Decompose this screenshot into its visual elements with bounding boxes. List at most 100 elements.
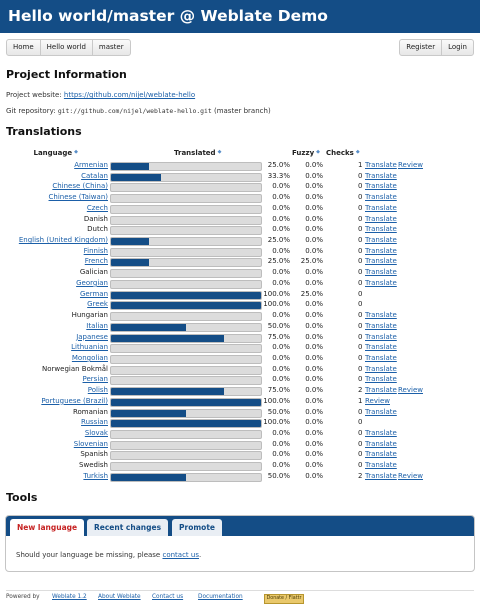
- translate-link[interactable]: Translate: [365, 311, 397, 320]
- language-name[interactable]: Greek: [87, 300, 108, 309]
- donate-badge[interactable]: Donate / Flattr: [264, 594, 304, 604]
- breadcrumb-subproject[interactable]: master: [98, 43, 124, 51]
- translate-link[interactable]: Translate: [365, 257, 397, 266]
- fuzzy-percent: 0.0%: [305, 396, 323, 405]
- language-name[interactable]: French: [84, 257, 108, 266]
- review-link[interactable]: Review: [365, 396, 390, 405]
- translate-link[interactable]: Translate: [365, 386, 397, 395]
- translated-percent: 0.0%: [272, 364, 290, 373]
- language-name[interactable]: Czech: [86, 203, 108, 212]
- translate-link[interactable]: Translate: [365, 343, 397, 352]
- table-row: Japanese 75.0% 0.0% 0 Translate: [0, 332, 480, 343]
- checks-count: 0: [358, 268, 363, 277]
- checks-count: 0: [358, 246, 363, 255]
- progress-fill: [111, 334, 224, 342]
- table-row: Galician 0.0% 0.0% 0 Translate: [0, 267, 480, 279]
- translate-link[interactable]: Translate: [365, 461, 397, 470]
- progress-bar: [110, 301, 262, 311]
- fuzzy-percent: 0.0%: [305, 161, 323, 169]
- translate-link[interactable]: Translate: [365, 203, 397, 212]
- translate-link[interactable]: Translate: [365, 236, 397, 245]
- language-name[interactable]: Catalan: [81, 171, 108, 180]
- language-name[interactable]: Persian: [82, 375, 108, 384]
- translate-link[interactable]: Translate: [365, 161, 397, 169]
- tab-panel-new-language: Should your language be missing, please …: [16, 551, 201, 559]
- about-weblate-link[interactable]: About Weblate: [98, 594, 141, 600]
- fuzzy-percent: 0.0%: [305, 236, 323, 245]
- review-link[interactable]: Review: [398, 161, 423, 169]
- tab-promote[interactable]: Promote: [172, 519, 222, 536]
- login-button[interactable]: Login: [448, 43, 467, 51]
- fuzzy-percent: 0.0%: [305, 364, 323, 373]
- review-link[interactable]: Review: [398, 386, 423, 395]
- sort-icon: ◆: [217, 149, 222, 155]
- weblate-version-link[interactable]: Weblate 1.2: [52, 594, 87, 600]
- checks-count: 0: [358, 278, 363, 287]
- column-language[interactable]: Language ◆: [33, 149, 78, 157]
- language-name[interactable]: Turkish: [83, 471, 108, 480]
- fuzzy-percent: 0.0%: [305, 439, 323, 448]
- checks-count: 0: [358, 353, 363, 362]
- register-button[interactable]: Register: [400, 40, 443, 55]
- column-fuzzy[interactable]: Fuzzy ◆: [292, 149, 320, 157]
- progress-bar: [110, 419, 262, 429]
- translate-link[interactable]: Translate: [365, 171, 397, 180]
- translate-link[interactable]: Translate: [365, 375, 397, 384]
- tab-recent-changes[interactable]: Recent changes: [87, 519, 169, 536]
- column-checks[interactable]: Checks ◆: [326, 149, 360, 157]
- tab-new-language[interactable]: New language: [10, 519, 85, 536]
- column-translated[interactable]: Translated ◆: [174, 149, 221, 157]
- project-website-link[interactable]: https://github.com/nijel/weblate-hello: [63, 91, 196, 99]
- language-name[interactable]: Italian: [86, 321, 108, 330]
- documentation-link[interactable]: Documentation: [198, 594, 243, 600]
- language-name[interactable]: Japanese: [76, 332, 108, 341]
- progress-fill: [111, 323, 186, 331]
- translate-link[interactable]: Translate: [365, 246, 397, 255]
- language-name[interactable]: Russian: [81, 418, 108, 427]
- language-name[interactable]: Chinese (China): [52, 182, 108, 191]
- translate-link[interactable]: Translate: [365, 353, 397, 362]
- translate-link[interactable]: Translate: [365, 268, 397, 277]
- translate-link[interactable]: Translate: [365, 321, 397, 330]
- progress-bar: [110, 322, 262, 332]
- breadcrumb-project[interactable]: Hello world: [41, 40, 93, 55]
- translate-link[interactable]: Translate: [365, 407, 397, 416]
- fuzzy-percent: 0.0%: [305, 311, 323, 320]
- translate-link[interactable]: Translate: [365, 471, 397, 480]
- language-name[interactable]: Georgian: [76, 278, 108, 287]
- translate-link[interactable]: Translate: [365, 193, 397, 202]
- translate-link[interactable]: Translate: [365, 214, 397, 223]
- progress-fill: [111, 473, 186, 481]
- language-name[interactable]: Slovak: [84, 428, 108, 437]
- language-name[interactable]: Slovenian: [73, 439, 108, 448]
- fuzzy-percent: 0.0%: [305, 171, 323, 180]
- review-link[interactable]: Review: [398, 471, 423, 480]
- translate-link[interactable]: Translate: [365, 332, 397, 341]
- language-name[interactable]: Finnish: [83, 246, 108, 255]
- checks-count: 0: [358, 439, 363, 448]
- language-name[interactable]: Mongolian: [71, 353, 108, 362]
- language-name[interactable]: Polish: [87, 386, 108, 395]
- language-name[interactable]: Chinese (Taiwan): [48, 193, 108, 202]
- translate-link[interactable]: Translate: [365, 428, 397, 437]
- contact-us-link[interactable]: contact us: [162, 551, 199, 559]
- breadcrumb-home[interactable]: Home: [7, 40, 41, 55]
- contact-us-footer-link[interactable]: Contact us: [152, 594, 184, 600]
- language-name[interactable]: English (United Kingdom): [18, 236, 108, 245]
- language-name[interactable]: Lithuanian: [71, 343, 108, 352]
- table-row: Danish 0.0% 0.0% 0 Translate: [0, 214, 480, 225]
- language-name[interactable]: Portuguese (Brazil): [41, 396, 108, 405]
- progress-bar: [110, 354, 262, 364]
- translate-link[interactable]: Translate: [365, 278, 397, 287]
- translate-link[interactable]: Translate: [365, 182, 397, 191]
- checks-count: 0: [358, 418, 363, 427]
- language-name[interactable]: Armenian: [74, 161, 108, 169]
- progress-fill: [111, 409, 186, 417]
- translate-link[interactable]: Translate: [365, 364, 397, 373]
- translate-link[interactable]: Translate: [365, 450, 397, 459]
- translate-link[interactable]: Translate: [365, 439, 397, 448]
- translated-percent: 100.0%: [263, 300, 290, 309]
- table-row: Italian 50.0% 0.0% 0 Translate: [0, 321, 480, 332]
- language-name[interactable]: German: [79, 289, 108, 298]
- translate-link[interactable]: Translate: [365, 225, 397, 234]
